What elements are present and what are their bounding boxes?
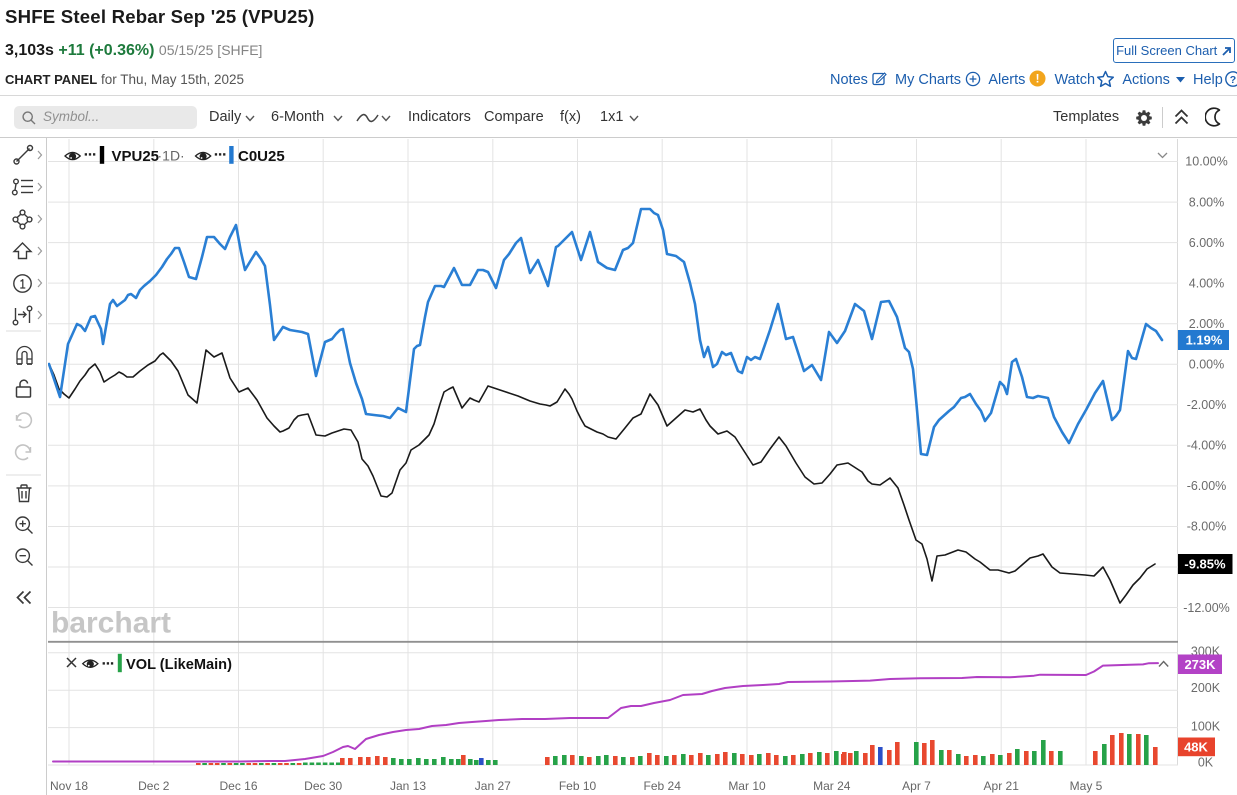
svg-text:·1D·: ·1D· (158, 147, 185, 163)
svg-text:6.00%: 6.00% (1189, 236, 1224, 250)
svg-text:Jan 27: Jan 27 (475, 779, 511, 793)
svg-text:Feb 10: Feb 10 (559, 779, 597, 793)
svg-text:May 5: May 5 (1070, 779, 1103, 793)
svg-text:Apr 7: Apr 7 (902, 779, 931, 793)
svg-text:8.00%: 8.00% (1189, 195, 1224, 209)
svg-text:-4.00%: -4.00% (1187, 439, 1227, 453)
svg-text:VOL (LikeMain): VOL (LikeMain) (126, 657, 232, 673)
svg-text:barchart: barchart (51, 607, 171, 640)
svg-text:C0U25: C0U25 (238, 148, 285, 165)
svg-text:48K: 48K (1184, 739, 1208, 754)
svg-text:Nov 18: Nov 18 (50, 779, 88, 793)
svg-text:Mar 10: Mar 10 (728, 779, 766, 793)
svg-text:200K: 200K (1191, 681, 1221, 695)
svg-text:!: ! (1036, 74, 1040, 86)
svg-text:Jan 13: Jan 13 (390, 779, 426, 793)
svg-text:Apr 21: Apr 21 (984, 779, 1020, 793)
svg-text:Mar 24: Mar 24 (813, 779, 851, 793)
svg-text:-9.85%: -9.85% (1184, 557, 1226, 572)
svg-text:Dec 2: Dec 2 (138, 779, 170, 793)
svg-text:Dec 30: Dec 30 (304, 779, 342, 793)
svg-text:2.00%: 2.00% (1189, 317, 1224, 331)
svg-text:1.19%: 1.19% (1186, 333, 1223, 348)
svg-text:-2.00%: -2.00% (1187, 398, 1227, 412)
svg-text:273K: 273K (1184, 657, 1216, 672)
svg-text:-6.00%: -6.00% (1187, 479, 1227, 493)
svg-text:-8.00%: -8.00% (1187, 520, 1227, 534)
svg-text:?: ? (1230, 74, 1236, 86)
svg-text:Dec 16: Dec 16 (219, 779, 257, 793)
svg-text:VPU25: VPU25 (112, 148, 160, 165)
svg-text:0.00%: 0.00% (1189, 358, 1224, 372)
svg-text:100K: 100K (1191, 720, 1221, 734)
svg-text:4.00%: 4.00% (1189, 276, 1224, 290)
svg-text:-12.00%: -12.00% (1183, 601, 1230, 615)
svg-text:10.00%: 10.00% (1185, 155, 1227, 169)
svg-text:Feb 24: Feb 24 (644, 779, 682, 793)
svg-text:0K: 0K (1198, 756, 1214, 770)
